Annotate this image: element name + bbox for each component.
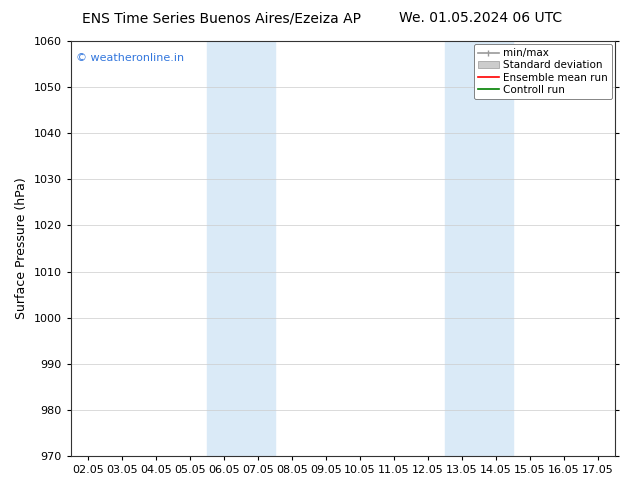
Text: ENS Time Series Buenos Aires/Ezeiza AP: ENS Time Series Buenos Aires/Ezeiza AP: [82, 11, 361, 25]
Legend: min/max, Standard deviation, Ensemble mean run, Controll run: min/max, Standard deviation, Ensemble me…: [474, 44, 612, 99]
Text: We. 01.05.2024 06 UTC: We. 01.05.2024 06 UTC: [399, 11, 562, 25]
Y-axis label: Surface Pressure (hPa): Surface Pressure (hPa): [15, 178, 28, 319]
Bar: [445, 41, 513, 456]
Text: © weatheronline.in: © weatheronline.in: [76, 53, 184, 64]
Bar: [207, 41, 275, 456]
